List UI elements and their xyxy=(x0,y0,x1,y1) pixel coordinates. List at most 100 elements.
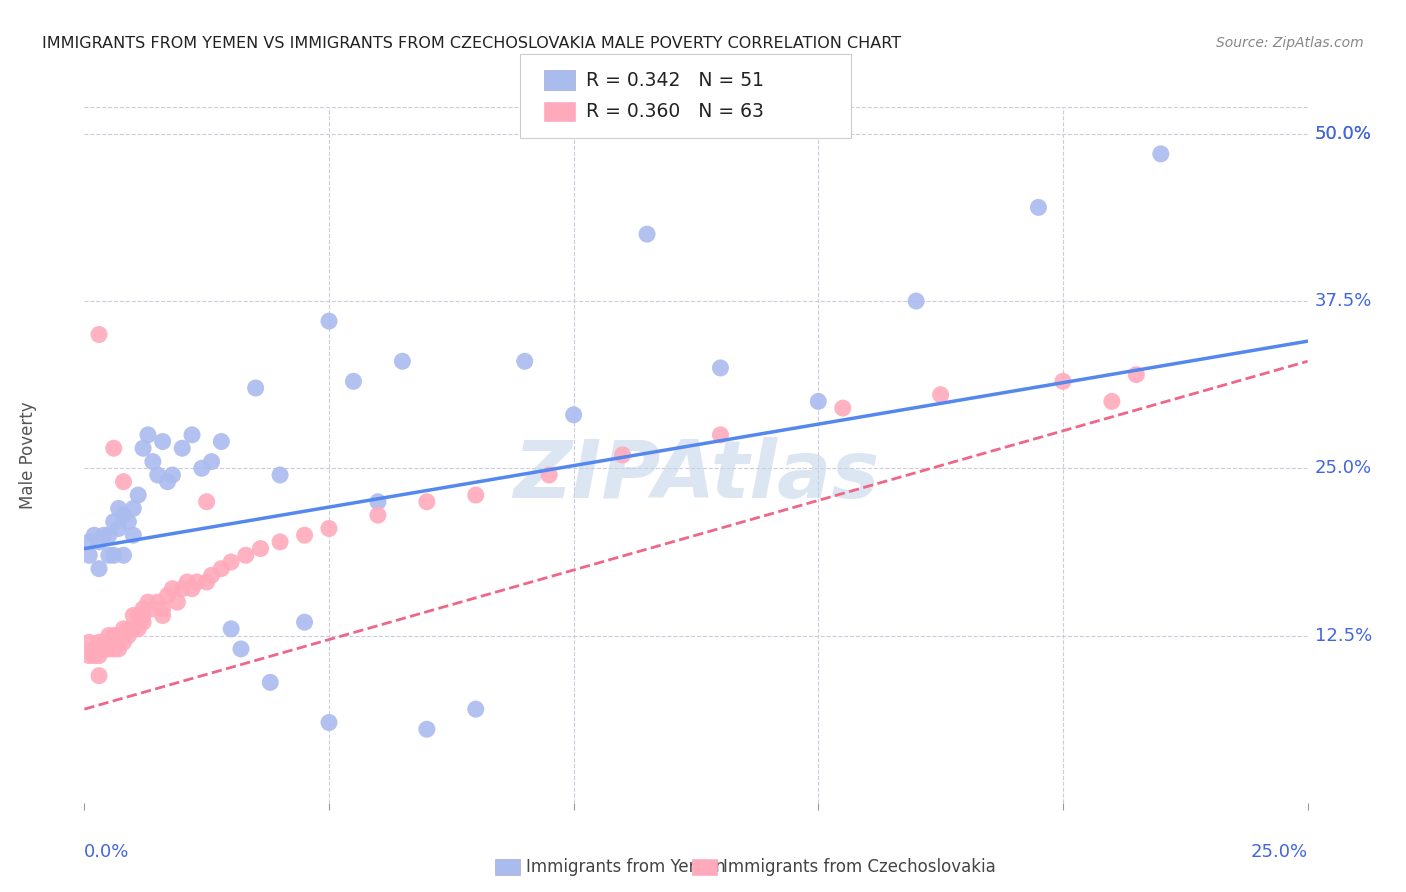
Point xyxy=(1028,201,1050,215)
Point xyxy=(127,608,149,623)
Point xyxy=(132,608,155,623)
Text: ZIPAtlas: ZIPAtlas xyxy=(513,437,879,515)
Text: IMMIGRANTS FROM YEMEN VS IMMIGRANTS FROM CZECHOSLOVAKIA MALE POVERTY CORRELATION: IMMIGRANTS FROM YEMEN VS IMMIGRANTS FROM… xyxy=(42,36,901,51)
Point xyxy=(97,548,120,563)
Point xyxy=(112,635,135,649)
Point xyxy=(209,562,232,576)
Text: 0.0%: 0.0% xyxy=(84,843,129,861)
Point xyxy=(112,548,135,563)
Point xyxy=(146,595,169,609)
Point xyxy=(181,428,204,442)
Point xyxy=(416,723,439,737)
Text: Immigrants from Czechoslovakia: Immigrants from Czechoslovakia xyxy=(723,858,995,876)
Point xyxy=(513,354,536,368)
Point xyxy=(636,227,658,242)
Point xyxy=(83,528,105,542)
Point xyxy=(235,548,257,563)
Point xyxy=(83,642,105,657)
Point xyxy=(93,528,115,542)
Point xyxy=(245,381,267,395)
Point xyxy=(166,595,188,609)
Point xyxy=(416,494,439,508)
Text: 12.5%: 12.5% xyxy=(1315,626,1372,645)
Point xyxy=(249,541,271,556)
Point xyxy=(83,648,105,663)
Point xyxy=(538,468,561,483)
Point xyxy=(132,602,155,616)
Text: 50.0%: 50.0% xyxy=(1315,125,1371,143)
Point xyxy=(1150,147,1173,161)
Point xyxy=(219,622,242,636)
Point xyxy=(709,361,731,376)
Point xyxy=(117,628,139,642)
Point xyxy=(136,428,159,442)
Point xyxy=(464,488,486,502)
Text: 50.0%: 50.0% xyxy=(1315,125,1371,143)
Point xyxy=(136,595,159,609)
Point xyxy=(77,635,100,649)
Point xyxy=(1052,375,1074,389)
Point xyxy=(200,455,222,469)
Point xyxy=(93,635,115,649)
Point xyxy=(97,642,120,657)
Point xyxy=(103,442,125,456)
Point xyxy=(464,702,486,716)
Point xyxy=(87,535,110,549)
Point xyxy=(103,635,125,649)
Point xyxy=(127,622,149,636)
Point xyxy=(103,628,125,642)
Point xyxy=(152,434,174,449)
Point xyxy=(122,528,145,542)
Text: Male Poverty: Male Poverty xyxy=(20,401,37,508)
Point xyxy=(107,521,129,535)
Point xyxy=(191,461,214,475)
Point xyxy=(117,622,139,636)
Point xyxy=(176,575,198,590)
Point xyxy=(103,515,125,529)
Text: R = 0.360   N = 63: R = 0.360 N = 63 xyxy=(586,102,765,121)
Point xyxy=(107,642,129,657)
Point xyxy=(831,401,853,416)
Point xyxy=(107,501,129,516)
Point xyxy=(127,488,149,502)
Point xyxy=(132,442,155,456)
Text: R = 0.342   N = 51: R = 0.342 N = 51 xyxy=(586,70,765,90)
Point xyxy=(172,582,194,596)
Point xyxy=(929,388,952,402)
Point xyxy=(807,394,830,409)
Point xyxy=(162,582,184,596)
Point xyxy=(112,508,135,523)
Point xyxy=(77,648,100,663)
Point xyxy=(132,615,155,630)
Text: 37.5%: 37.5% xyxy=(1315,292,1372,310)
Point xyxy=(269,468,291,483)
Point xyxy=(152,608,174,623)
Point xyxy=(172,442,194,456)
Point xyxy=(87,562,110,576)
Point xyxy=(318,521,340,535)
Point xyxy=(612,448,634,462)
Point xyxy=(318,314,340,328)
Point xyxy=(195,575,218,590)
Text: 25.0%: 25.0% xyxy=(1315,459,1372,477)
Text: Immigrants from Yemen: Immigrants from Yemen xyxy=(526,858,725,876)
Point xyxy=(122,501,145,516)
Point xyxy=(318,715,340,730)
Point xyxy=(122,608,145,623)
Point xyxy=(905,294,928,309)
Point xyxy=(709,428,731,442)
Point xyxy=(142,455,165,469)
Point xyxy=(294,528,316,542)
Point xyxy=(142,602,165,616)
Point xyxy=(77,548,100,563)
Point xyxy=(87,669,110,683)
Point xyxy=(181,582,204,596)
Point xyxy=(97,528,120,542)
Point xyxy=(156,589,179,603)
Text: Source: ZipAtlas.com: Source: ZipAtlas.com xyxy=(1216,36,1364,50)
Point xyxy=(259,675,281,690)
Point xyxy=(87,327,110,342)
Point xyxy=(146,468,169,483)
Point xyxy=(103,642,125,657)
Point xyxy=(367,508,389,523)
